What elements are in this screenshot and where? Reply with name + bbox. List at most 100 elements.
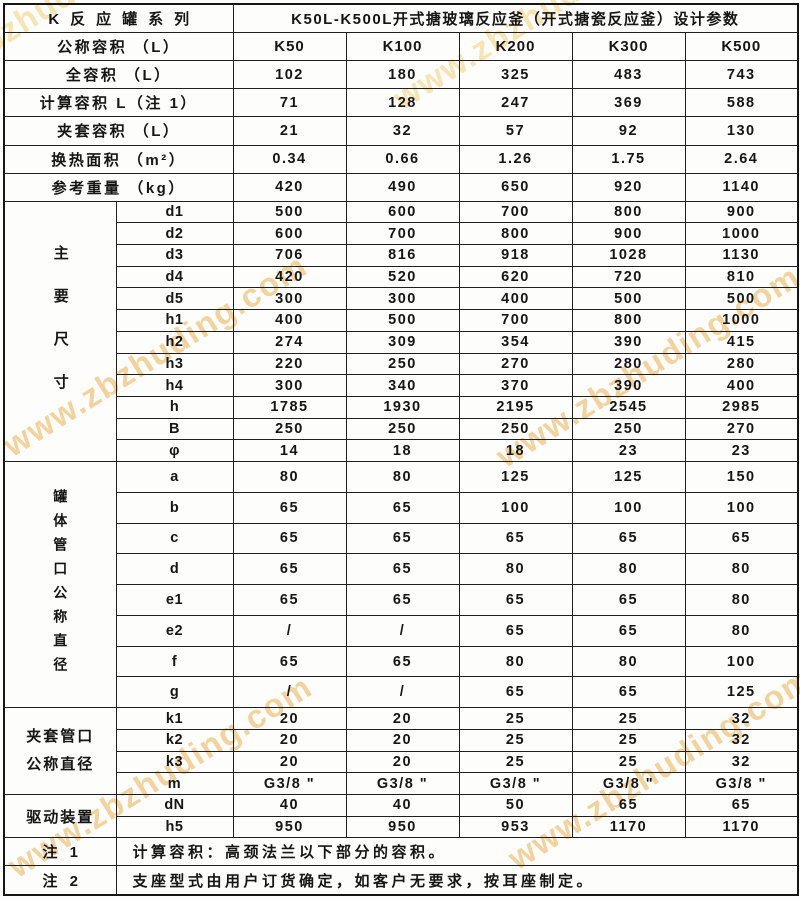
sub-label-cell: h1: [115, 309, 234, 332]
table-row: b 65 65 100 100 100: [4, 491, 799, 524]
value-cell: 25: [571, 707, 686, 730]
value-cell: 274: [232, 330, 347, 354]
value-cell: G3/8 ": [232, 772, 347, 795]
group-label: 驱动装置: [26, 808, 95, 826]
series-title-cell: K反应罐系列: [3, 3, 234, 34]
value-cell: 65: [571, 522, 686, 555]
value-cell: 80: [345, 460, 460, 493]
value-cell: 14: [232, 439, 347, 462]
sub-label-cell: k1: [115, 707, 234, 730]
table-row: f 65 65 80 80 100: [4, 645, 799, 678]
value-cell: 420: [232, 172, 347, 202]
value-cell: 23: [684, 439, 799, 462]
value-cell: 25: [458, 750, 573, 774]
value-cell: 400: [232, 309, 347, 332]
group-label: 罐体管口公称直径: [52, 488, 69, 681]
value-cell: 2195: [458, 395, 573, 419]
row-label: 参考重量 （kg）: [3, 172, 234, 202]
table-row: h3 220 250 270 280 280: [4, 352, 799, 376]
value-cell: 650: [458, 172, 573, 202]
value-cell: 300: [232, 287, 347, 311]
sub-label-cell: h5: [115, 815, 234, 839]
row-label: 计算容积 L（注 1）: [3, 88, 234, 118]
model-cell: K300: [571, 32, 686, 62]
value-cell: G3/8 ": [345, 772, 460, 795]
value-cell: G3/8 ": [458, 772, 573, 795]
value-cell: 500: [571, 287, 686, 311]
value-cell: /: [345, 614, 460, 647]
value-cell: 500: [232, 200, 347, 224]
note-text-cell: 计算容积：高颈法兰以下部分的容积。: [115, 837, 799, 867]
sub-label-cell: k3: [115, 750, 234, 774]
table-row: φ 14 18 18 23 23: [4, 439, 799, 462]
value-cell: 32: [684, 707, 799, 730]
value-cell: 80: [684, 614, 799, 647]
value-cell: 0.34: [232, 144, 347, 174]
value-cell: 1930: [345, 395, 460, 419]
value-cell: 20: [232, 707, 347, 730]
value-cell: 483: [571, 60, 686, 90]
value-cell: 700: [345, 222, 460, 246]
value-cell: 128: [345, 88, 460, 118]
value-cell: 71: [232, 88, 347, 118]
value-cell: 50: [458, 793, 573, 817]
value-cell: 1000: [684, 222, 799, 246]
note-label-cell: 注 1: [3, 837, 117, 867]
table-row: 夹套容积 （L） 21 32 57 92 130: [3, 116, 799, 146]
value-cell: 80: [684, 553, 799, 586]
row-label-nominal-volume: 公称容积 （L）: [3, 32, 234, 62]
table-row: d 65 65 80 80 80: [4, 553, 799, 586]
value-cell: 65: [458, 676, 573, 709]
value-cell: 102: [232, 60, 347, 90]
value-cell: 1785: [232, 395, 347, 419]
table-row: B 250 250 250 250 270: [4, 417, 799, 441]
value-cell: 800: [571, 309, 686, 332]
value-cell: 1170: [684, 815, 799, 839]
sub-label-cell: a: [115, 460, 234, 493]
value-cell: 125: [684, 676, 799, 709]
value-cell: 270: [684, 417, 799, 441]
table-row: e2//65 65 80: [4, 614, 799, 647]
sub-label-cell: e2: [115, 614, 234, 647]
value-cell: 280: [684, 352, 799, 376]
value-cell: 250: [345, 417, 460, 441]
value-cell: 2985: [684, 395, 799, 419]
value-cell: 65: [232, 491, 347, 524]
value-cell: 500: [684, 287, 799, 311]
sub-label-cell: h3: [115, 352, 234, 376]
value-cell: 20: [232, 750, 347, 774]
value-cell: 250: [571, 417, 686, 441]
table-row: m G3/8 " G3/8 " G3/8 " G3/8 " G3/8 ": [4, 772, 799, 795]
value-cell: 80: [232, 460, 347, 493]
group-label-cell: 主要尺寸: [3, 200, 117, 462]
value-cell: 600: [232, 222, 347, 246]
table-row: d5 300 300 400 500 500: [4, 287, 799, 311]
value-cell: 370: [458, 374, 573, 397]
design-title-cell: K50L-K500L开式搪玻璃反应釜（开式搪瓷反应釜）设计参数: [232, 3, 799, 34]
value-cell: 25: [571, 728, 686, 752]
sub-label-cell: c: [115, 522, 234, 555]
value-cell: 250: [345, 352, 460, 376]
sub-label-cell: d4: [115, 265, 234, 289]
value-cell: 743: [684, 60, 799, 90]
sub-label-cell: h2: [115, 330, 234, 354]
row-label: 夹套容积 （L）: [3, 116, 234, 146]
value-cell: 125: [571, 460, 686, 493]
table-row: e1 65 65 65 65 80: [4, 584, 799, 616]
value-cell: 65: [345, 553, 460, 586]
value-cell: 300: [232, 374, 347, 397]
value-cell: 65: [571, 614, 686, 647]
table-row: c 65 65 65 65 65: [4, 522, 799, 555]
value-cell: 100: [684, 645, 799, 678]
value-cell: 65: [458, 614, 573, 647]
value-cell: 18: [345, 439, 460, 462]
table-row: d2 600 700 800 900 1000: [4, 222, 799, 246]
value-cell: 65: [232, 522, 347, 555]
value-cell: 65: [345, 584, 460, 616]
value-cell: 400: [684, 374, 799, 397]
value-cell: 920: [571, 172, 686, 202]
sub-label-cell: d3: [115, 244, 234, 267]
value-cell: 280: [571, 352, 686, 376]
table-row: d4 420 520 620 720 810: [4, 265, 799, 289]
value-cell: 65: [684, 793, 799, 817]
